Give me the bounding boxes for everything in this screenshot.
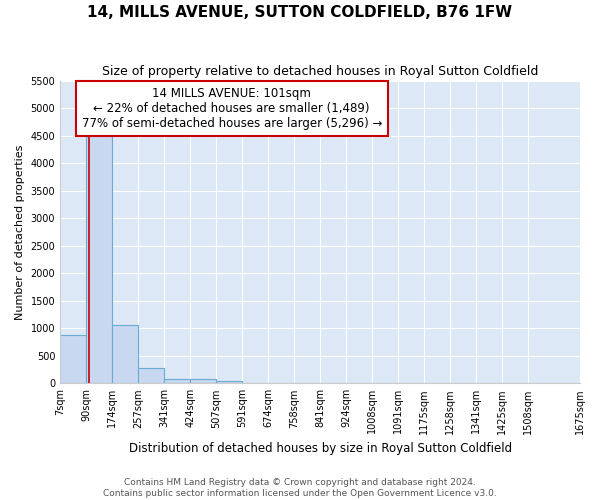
Bar bbox=[86, 132, 112, 384]
Title: Size of property relative to detached houses in Royal Sutton Coldfield: Size of property relative to detached ho… bbox=[102, 65, 538, 78]
Y-axis label: Number of detached properties: Number of detached properties bbox=[15, 144, 25, 320]
Text: Contains HM Land Registry data © Crown copyright and database right 2024.
Contai: Contains HM Land Registry data © Crown c… bbox=[103, 478, 497, 498]
Bar bbox=[164, 378, 190, 384]
Bar bbox=[60, 335, 86, 384]
Text: 14 MILLS AVENUE: 101sqm
← 22% of detached houses are smaller (1,489)
77% of semi: 14 MILLS AVENUE: 101sqm ← 22% of detache… bbox=[82, 86, 382, 130]
X-axis label: Distribution of detached houses by size in Royal Sutton Coldfield: Distribution of detached houses by size … bbox=[128, 442, 512, 455]
Bar bbox=[138, 368, 164, 384]
Bar bbox=[216, 380, 242, 384]
Bar bbox=[190, 379, 216, 384]
Text: 14, MILLS AVENUE, SUTTON COLDFIELD, B76 1FW: 14, MILLS AVENUE, SUTTON COLDFIELD, B76 … bbox=[88, 5, 512, 20]
Bar bbox=[112, 325, 138, 384]
